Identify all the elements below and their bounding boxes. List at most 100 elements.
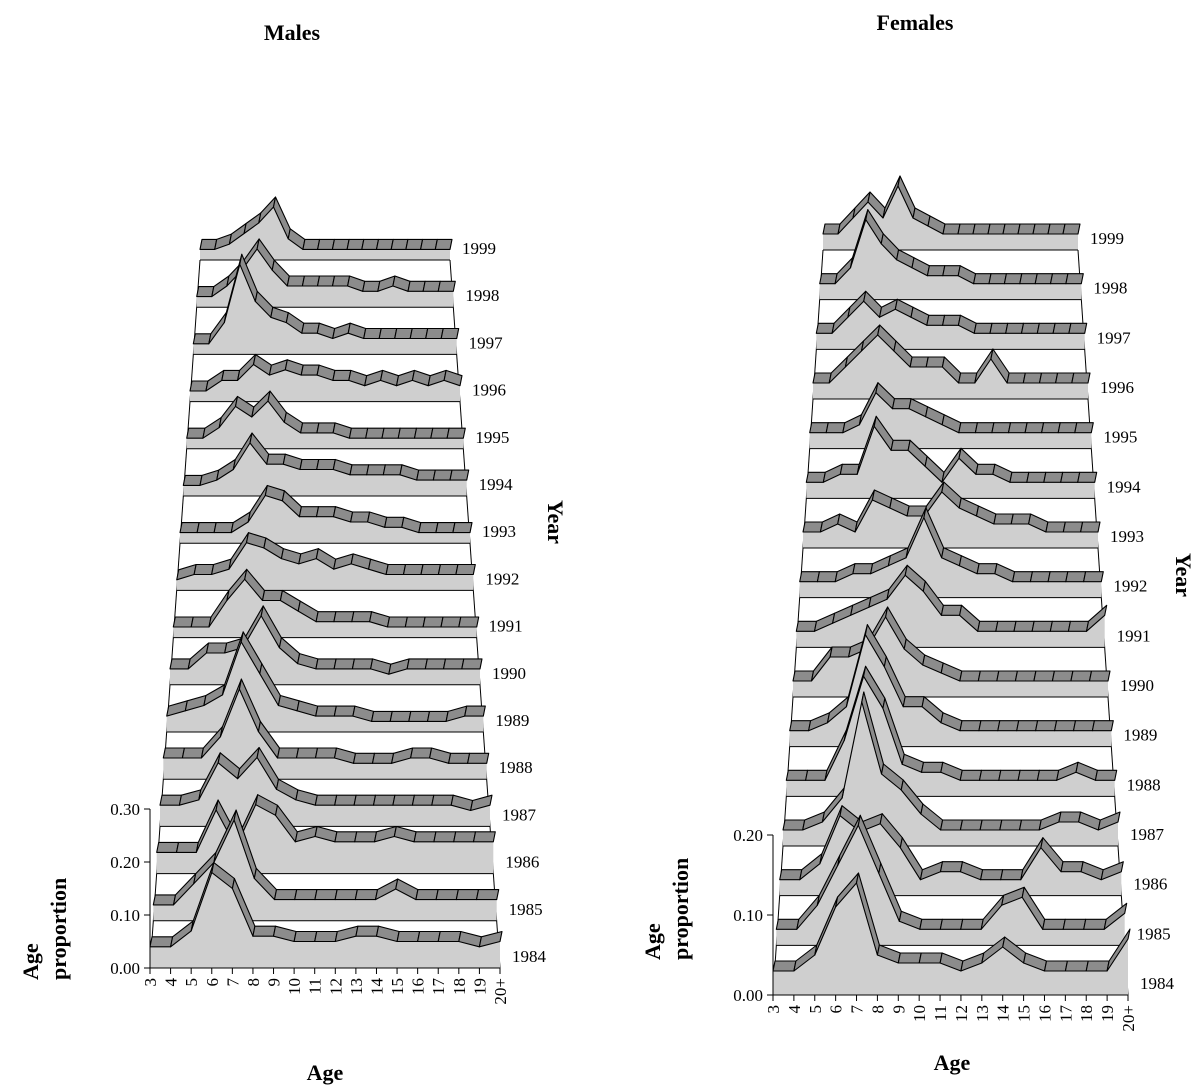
- series-1990-segment-3: [169, 658, 191, 670]
- series-1986-segment-12: [334, 831, 358, 843]
- series-1987-segment-19: [1097, 811, 1121, 831]
- series-1999-segment-3: [199, 238, 218, 250]
- x-tick-label: 3: [141, 978, 160, 987]
- series-1996-area: [190, 364, 460, 402]
- series-1991-ridge: [795, 564, 1108, 648]
- series-1995-segment-8: [891, 398, 912, 410]
- x-tick-label: 16: [1035, 1005, 1054, 1022]
- series-1988-segment-11: [314, 747, 338, 759]
- series-1994-segment-17: [416, 469, 436, 481]
- y-tick-label: 0.00: [733, 986, 763, 1005]
- series-1984-area: [773, 883, 1128, 995]
- series-1992-segment-18: [1065, 571, 1087, 583]
- series-1999-segment-19: [434, 238, 453, 250]
- series-1984-segment-13: [355, 925, 380, 937]
- series-1994-segment-3: [182, 474, 203, 486]
- series-1990-segment-19: [461, 658, 483, 670]
- series-1995-segment-17: [1041, 422, 1061, 434]
- series-1993-segment-4: [196, 522, 217, 534]
- series-1994-segment-16: [1026, 471, 1047, 483]
- series-1994-segment-19: [1077, 471, 1098, 483]
- series-1999-segment-14: [987, 223, 1006, 235]
- series-1999-segment-10: [302, 238, 321, 250]
- series-1984-segment-3: [772, 960, 797, 972]
- series-1988-segment-14: [371, 752, 395, 764]
- series-1991-area: [173, 579, 477, 638]
- series-1986-segment-19: [1100, 861, 1124, 881]
- males-x-axis-title: Age: [307, 1060, 344, 1085]
- year-label-1992: 1992: [485, 569, 519, 588]
- x-tick-label: 9: [265, 978, 284, 987]
- series-1990-segment-3: [792, 670, 815, 682]
- x-tick-label: 20+: [491, 978, 510, 1005]
- series-1989-segment-3: [789, 720, 812, 732]
- series-1995-segment-18: [1057, 422, 1078, 434]
- series-1998-segment-19: [1065, 273, 1084, 285]
- series-1999-ridge: [822, 175, 1081, 251]
- year-label-1985: 1985: [1137, 924, 1171, 943]
- series-1998-segment-3: [819, 273, 838, 285]
- series-1995-segment-15: [381, 427, 401, 439]
- series-1990-segment-12: [333, 658, 355, 670]
- series-1993-area: [803, 492, 1098, 548]
- series-1998-segment-16: [1019, 273, 1038, 285]
- series-1994-segment-14: [366, 464, 386, 476]
- series-1999-ridge: [199, 196, 453, 261]
- series-1988-area: [163, 689, 487, 780]
- series-1992-segment-16: [402, 563, 424, 576]
- x-tick-label: 13: [973, 1005, 992, 1022]
- series-1987-ridge: [159, 746, 493, 827]
- females-panel: Females Age Age proportion Year 0.00 0.10…: [640, 10, 1196, 1075]
- series-1996-segment-3: [189, 380, 209, 392]
- series-1993-segment-17: [1045, 521, 1066, 533]
- series-1998-segment-17: [407, 280, 426, 292]
- series-1995-segment-15: [1007, 422, 1028, 434]
- year-label-1994: 1994: [479, 475, 513, 494]
- x-tick-label: 7: [848, 1005, 867, 1014]
- series-1992-segment-4: [816, 571, 838, 583]
- series-1998-segment-18: [422, 280, 441, 292]
- series-1991-segment-18: [1067, 620, 1090, 632]
- series-1994-ridge: [805, 415, 1098, 499]
- series-1997-segment-3: [815, 322, 835, 334]
- series-1988-segment-18: [448, 752, 471, 764]
- series-1997-segment-3: [192, 333, 212, 345]
- series-1993-segment-19: [452, 522, 473, 534]
- x-tick-label: 5: [806, 1005, 825, 1014]
- series-1994-segment-8: [890, 439, 911, 451]
- series-1998-segment-19: [437, 280, 456, 292]
- series-1996-segment-10: [925, 356, 945, 368]
- series-1996-segment-17: [1038, 372, 1059, 384]
- series-1990-segment-5: [829, 646, 852, 658]
- y-tick-label: 0.10: [110, 906, 140, 925]
- x-tick-label: 4: [785, 1005, 804, 1014]
- year-label-1986: 1986: [1133, 875, 1167, 894]
- x-tick-label: 4: [162, 978, 181, 987]
- series-1998-segment-13: [973, 273, 992, 285]
- series-1984-area: [150, 872, 500, 968]
- series-1989-segment-12: [959, 720, 982, 732]
- year-label-1989: 1989: [495, 711, 529, 730]
- series-1999-segment-16: [390, 238, 409, 250]
- series-1986-segment-3: [156, 841, 180, 853]
- series-1994-segment-3: [805, 471, 826, 483]
- series-1994-segment-13: [975, 463, 996, 475]
- series-1992-segment-19: [1083, 571, 1104, 583]
- series-1995-segment-16: [397, 427, 418, 439]
- series-1989-segment-17: [1054, 720, 1077, 732]
- series-1993-segment-13: [350, 511, 371, 523]
- year-label-1991: 1991: [1117, 626, 1151, 645]
- series-1991-segment-4: [190, 616, 212, 628]
- series-1996-segment-19: [1071, 372, 1091, 384]
- series-1989-segment-15: [389, 710, 412, 722]
- series-1989-segment-13: [978, 720, 1001, 732]
- series-1986-segment-19: [472, 831, 496, 843]
- series-1995-segment-14: [991, 422, 1012, 434]
- series-1988-segment-12: [959, 769, 983, 781]
- series-1998-segment-11: [942, 265, 961, 277]
- series-1984-segment-17: [1064, 960, 1089, 972]
- y-tick-label: 0.20: [733, 826, 763, 845]
- series-1987-segment-3: [159, 794, 182, 806]
- series-1990-segment-12: [959, 670, 981, 682]
